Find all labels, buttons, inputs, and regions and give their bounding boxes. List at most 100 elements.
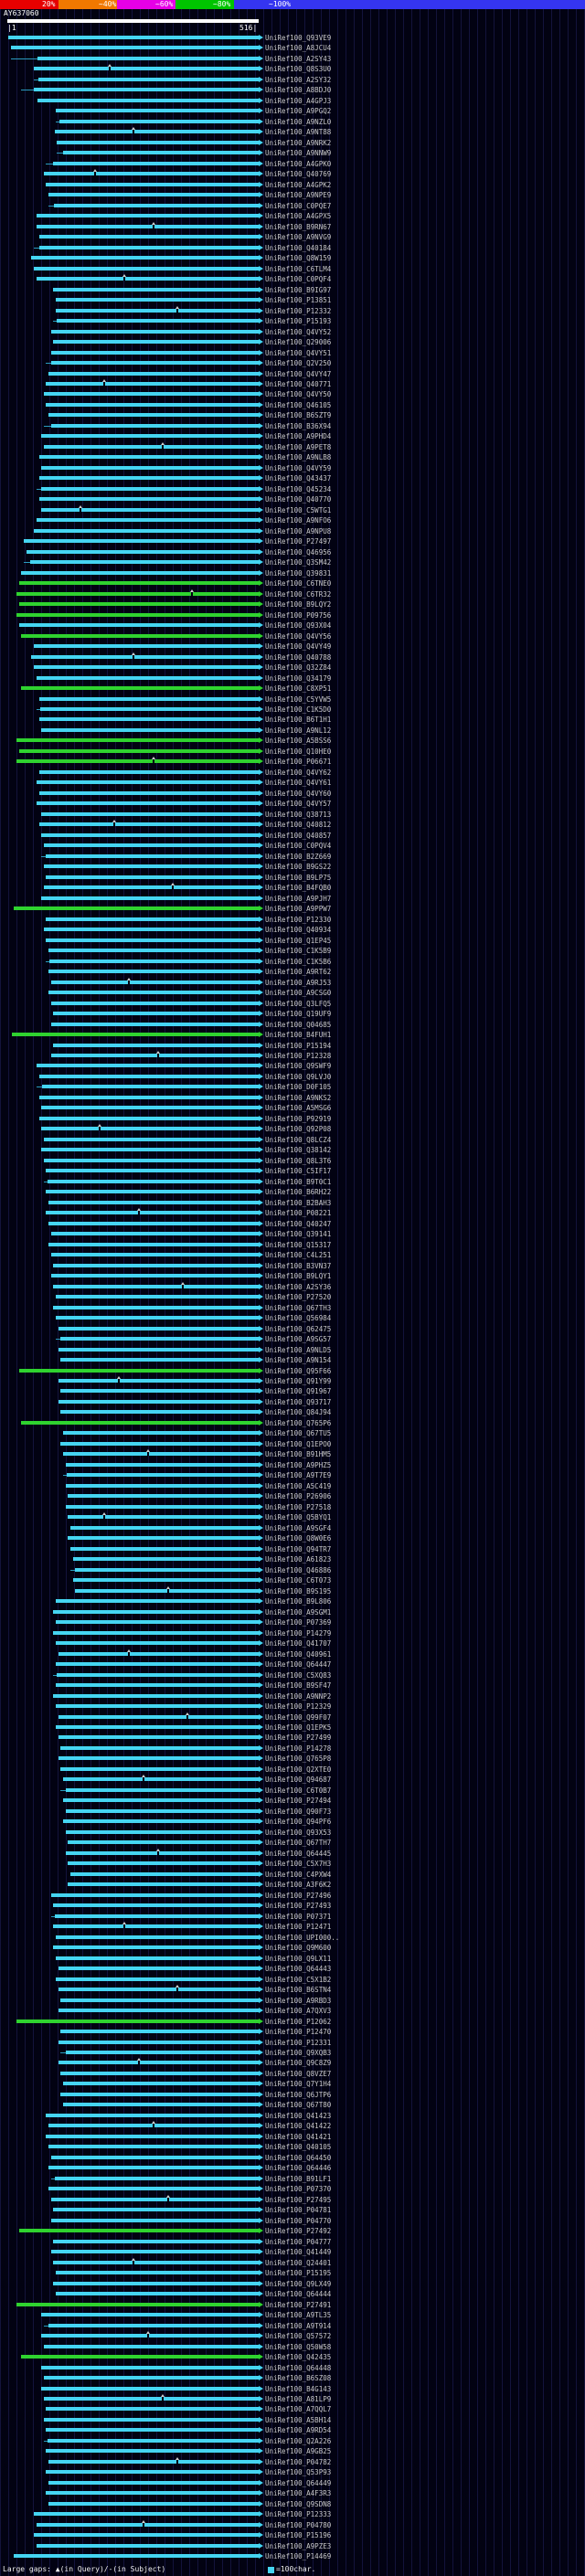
alignment-bar[interactable] (0, 1460, 264, 1470)
alignment-bar[interactable] (0, 831, 264, 841)
alignment-bar[interactable] (0, 736, 264, 746)
alignment-bar[interactable] (0, 2446, 264, 2456)
hit-label[interactable]: UniRef100_Q5BYQ1 (265, 1513, 332, 1522)
hit-label[interactable]: UniRef100_Q40247 (265, 1219, 332, 1228)
hit-label[interactable]: UniRef100_Q8VZE7 (265, 2069, 332, 2078)
hit-label[interactable]: UniRef100_C8XP51 (265, 684, 332, 694)
alignment-bar[interactable] (0, 862, 264, 872)
alignment-bar[interactable] (0, 1229, 264, 1239)
hit-label[interactable]: UniRef100_Q9C8Z9 (265, 2059, 332, 2068)
alignment-bar[interactable] (0, 1470, 264, 1480)
alignment-bar[interactable] (0, 85, 264, 95)
alignment-bar[interactable] (0, 1765, 264, 1775)
alignment-bar[interactable] (0, 1659, 264, 1670)
hit-label[interactable]: UniRef100_B9L806 (265, 1597, 332, 1606)
alignment-bar[interactable] (0, 1870, 264, 1880)
alignment-bar[interactable] (0, 1648, 264, 1659)
hit-label[interactable]: UniRef100_Q4VY57 (265, 800, 332, 809)
alignment-bar[interactable] (0, 1533, 264, 1543)
hit-label[interactable]: UniRef100_A9T7E9 (265, 1471, 332, 1480)
hit-label[interactable]: UniRef100_C0PQE7 (265, 201, 332, 210)
alignment-bar[interactable] (0, 431, 264, 441)
alignment-bar[interactable] (0, 1544, 264, 1554)
alignment-bar[interactable] (0, 473, 264, 483)
hit-label[interactable]: UniRef100_C0PQV4 (265, 842, 332, 851)
hit-label[interactable]: UniRef100_C6T0B7 (265, 1786, 332, 1795)
hit-label[interactable]: UniRef100_Q4VY61 (265, 779, 332, 788)
alignment-bar[interactable] (0, 1103, 264, 1113)
alignment-bar[interactable] (0, 1093, 264, 1103)
hit-label[interactable]: UniRef100_P27495 (265, 2195, 332, 2204)
alignment-bar[interactable] (0, 768, 264, 778)
alignment-bar[interactable] (0, 1072, 264, 1082)
alignment-bar[interactable] (0, 747, 264, 757)
alignment-bar[interactable] (0, 936, 264, 946)
hit-label[interactable]: UniRef100_Q4VY60 (265, 789, 332, 798)
hit-label[interactable]: UniRef100_P14279 (265, 1628, 332, 1638)
hit-label[interactable]: UniRef100_P26906 (265, 1492, 332, 1501)
alignment-bar[interactable] (0, 1407, 264, 1417)
hit-label[interactable]: UniRef100_Q2V250 (265, 359, 332, 368)
alignment-bar[interactable] (0, 169, 264, 179)
alignment-bar[interactable] (0, 1135, 264, 1145)
alignment-bar[interactable] (0, 1680, 264, 1691)
hit-label[interactable]: UniRef100_Q67TH7 (265, 1839, 332, 1848)
alignment-bar[interactable] (0, 946, 264, 956)
hit-label[interactable]: UniRef100_Q9LX49 (265, 2279, 332, 2288)
alignment-bar[interactable] (0, 2530, 264, 2540)
alignment-bar[interactable] (0, 1754, 264, 1764)
hit-label[interactable]: UniRef100_P07370 (265, 2185, 332, 2194)
hit-label[interactable]: UniRef100_A2SY43 (265, 54, 332, 63)
hit-label[interactable]: UniRef100_A4GPK2 (265, 180, 332, 189)
alignment-bar[interactable] (0, 1114, 264, 1124)
alignment-bar[interactable] (0, 967, 264, 977)
hit-label[interactable]: UniRef100_Q41449 (265, 2248, 332, 2257)
hit-label[interactable]: UniRef100_A4GPK0 (265, 159, 332, 168)
alignment-bar[interactable] (0, 2331, 264, 2341)
alignment-bar[interactable] (0, 1786, 264, 1796)
alignment-bar[interactable] (0, 1554, 264, 1564)
hit-label[interactable]: UniRef100_Q9M600 (265, 1944, 332, 1953)
hit-label[interactable]: UniRef100_A9NVG9 (265, 233, 332, 242)
alignment-bar[interactable] (0, 2153, 264, 2163)
alignment-bar[interactable] (0, 1828, 264, 1838)
hit-label[interactable]: UniRef100_P27494 (265, 1797, 332, 1806)
alignment-bar[interactable] (0, 2194, 264, 2205)
hit-label[interactable]: UniRef100_A4GPJ3 (265, 96, 332, 105)
alignment-bar[interactable] (0, 1366, 264, 1376)
hit-label[interactable]: UniRef100_Q91967 (265, 1387, 332, 1396)
alignment-bar[interactable] (0, 2541, 264, 2551)
alignment-bar[interactable] (0, 2257, 264, 2268)
hit-label[interactable]: UniRef100_A5MSG6 (265, 1104, 332, 1113)
alignment-bar[interactable] (0, 1901, 264, 1911)
hit-label[interactable]: UniRef100_A5BSS6 (265, 737, 332, 746)
hit-label[interactable]: UniRef100_Q4VY56 (265, 631, 332, 641)
hit-label[interactable]: UniRef100_C5WTG1 (265, 505, 332, 514)
hit-label[interactable]: UniRef100_Q4VY47 (265, 369, 332, 378)
hit-label[interactable]: UniRef100_Q94687 (265, 1776, 332, 1785)
hit-label[interactable]: UniRef100_P08221 (265, 1209, 332, 1218)
hit-label[interactable]: UniRef100_B6RH22 (265, 1188, 332, 1197)
hit-label[interactable]: UniRef100_Q9SWF9 (265, 1062, 332, 1071)
alignment-bar[interactable] (0, 588, 264, 599)
hit-label[interactable]: UniRef100_C4PXW4 (265, 1870, 332, 1879)
hit-label[interactable]: UniRef100_A9NZL0 (265, 117, 332, 126)
hit-label[interactable]: UniRef100_A9SGM1 (265, 1607, 332, 1617)
hit-label[interactable]: UniRef100_Q91Y99 (265, 1377, 332, 1385)
hit-label[interactable]: UniRef100_Q57572 (265, 2332, 332, 2341)
hit-label[interactable]: UniRef100_P06671 (265, 758, 332, 767)
hit-label[interactable]: UniRef100_P04777 (265, 2237, 332, 2246)
alignment-bar[interactable] (0, 1449, 264, 1459)
hit-label[interactable]: UniRef100_A9NLB8 (265, 453, 332, 462)
hit-label[interactable]: UniRef100_A9PJH7 (265, 894, 332, 903)
hit-label[interactable]: UniRef100_A9PPW7 (265, 905, 332, 914)
alignment-bar[interactable] (0, 2289, 264, 2299)
hit-label[interactable]: UniRef100_P04770 (265, 2216, 332, 2225)
hit-label[interactable]: UniRef100_A9SGF4 (265, 1523, 332, 1532)
alignment-bar[interactable] (0, 873, 264, 883)
hit-label[interactable]: UniRef100_P07371 (265, 1912, 332, 1921)
alignment-bar[interactable] (0, 1156, 264, 1166)
hit-label[interactable]: UniRef100_Q40812 (265, 821, 332, 830)
alignment-bar[interactable] (0, 1177, 264, 1187)
hit-label[interactable]: UniRef100_Q46886 (265, 1565, 332, 1574)
